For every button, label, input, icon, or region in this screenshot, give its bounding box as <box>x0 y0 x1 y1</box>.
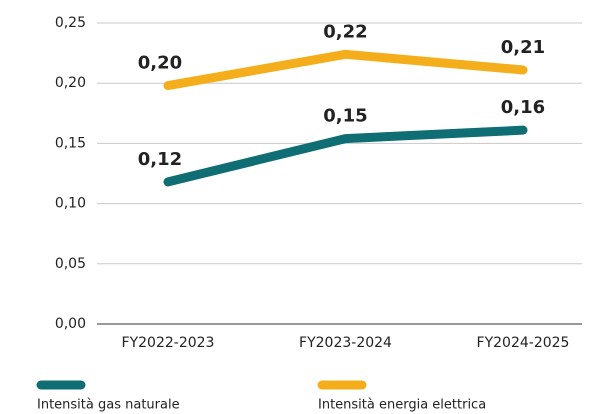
x-tick-label: FY2022-2023 <box>122 335 215 351</box>
y-tick-label: 0,20 <box>55 75 86 91</box>
series-line <box>163 49 528 91</box>
legend-label: Intensità energia elettrica <box>318 398 486 413</box>
y-tick-label: 0,10 <box>55 196 86 212</box>
data-label: 0,12 <box>138 149 182 170</box>
y-tick-label: 0,00 <box>55 316 86 332</box>
y-tick-label: 0,25 <box>55 15 86 31</box>
data-label: 0,15 <box>323 106 367 127</box>
x-tick-label: FY2023-2024 <box>299 335 392 351</box>
series-line <box>163 125 528 187</box>
data-label: 0,16 <box>501 97 545 118</box>
data-label: 0,20 <box>138 53 182 74</box>
legend-label: Intensità gas naturale <box>37 398 180 413</box>
y-tick-label: 0,15 <box>55 135 86 151</box>
x-tick-label: FY2024-2025 <box>477 335 570 351</box>
y-tick-label: 0,05 <box>55 256 86 272</box>
data-label: 0,22 <box>323 21 367 42</box>
data-label: 0,21 <box>501 37 545 58</box>
